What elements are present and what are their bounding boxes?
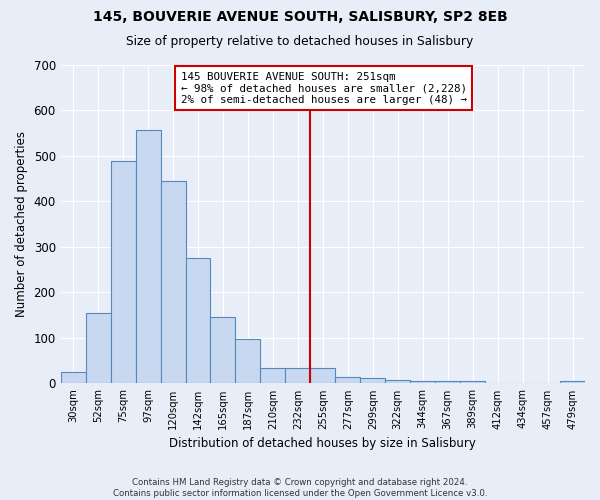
Bar [310,368,335,384]
Bar [560,380,585,384]
Text: 145 BOUVERIE AVENUE SOUTH: 251sqm
← 98% of detached houses are smaller (2,228)
2: 145 BOUVERIE AVENUE SOUTH: 251sqm ← 98% … [181,72,467,105]
Bar [335,376,360,384]
Bar [410,380,435,384]
Bar [385,380,410,384]
Bar [460,381,485,384]
Bar [260,368,286,384]
Bar [110,160,136,384]
Bar [435,381,460,384]
Bar [286,368,310,384]
Text: 145, BOUVERIE AVENUE SOUTH, SALISBURY, SP2 8EB: 145, BOUVERIE AVENUE SOUTH, SALISBURY, S… [92,10,508,24]
Y-axis label: Number of detached properties: Number of detached properties [15,131,28,317]
Bar [235,340,260,384]
Text: Contains HM Land Registry data © Crown copyright and database right 2024.
Contai: Contains HM Land Registry data © Crown c… [113,478,487,498]
Text: Size of property relative to detached houses in Salisbury: Size of property relative to detached ho… [127,35,473,48]
Bar [360,378,385,384]
Bar [211,318,235,384]
Bar [61,372,86,384]
Bar [161,181,185,384]
X-axis label: Distribution of detached houses by size in Salisbury: Distribution of detached houses by size … [169,437,476,450]
Bar [86,313,110,384]
Bar [185,258,211,384]
Bar [136,130,161,384]
